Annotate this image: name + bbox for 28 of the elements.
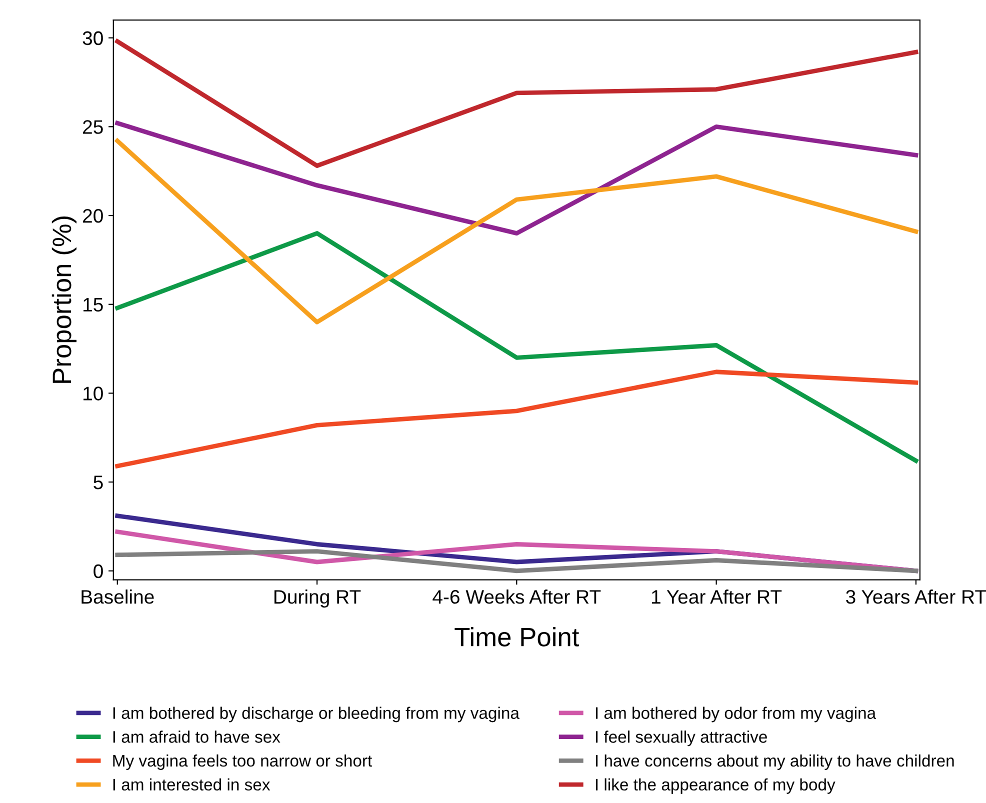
line-series: [115, 138, 918, 324]
legend-label: I have concerns about my ability to have children: [596, 754, 954, 770]
x-tick-label: During RT: [274, 589, 361, 608]
y-tick-label: 5: [94, 476, 103, 490]
legend-label: I am interested in sex: [113, 778, 270, 791]
line-series: [115, 120, 918, 236]
line-series: [115, 39, 918, 168]
line-series: [115, 231, 918, 463]
y-tick-label: 30: [82, 31, 103, 46]
y-tick-label: 20: [83, 208, 103, 223]
legend-label: I am bothered by discharge or bleeding from my vagina: [113, 706, 520, 722]
legend-label: I am bothered by odor from my vagina: [596, 706, 876, 722]
y-tick-label: 25: [83, 120, 103, 134]
y-tick-label: 10: [84, 386, 103, 400]
legend-label: I am afraid to have sex: [113, 730, 280, 743]
legend-label: I feel sexually attractive: [596, 730, 767, 746]
line-series: [115, 370, 918, 468]
y-tick-label: 0: [94, 564, 103, 578]
x-tick-label: 3 Years After RT: [846, 590, 986, 604]
x-tick-label: Baseline: [82, 589, 154, 604]
legend-label: I like the appearance of my body: [596, 778, 836, 794]
y-tick-label: 15: [84, 298, 103, 312]
legend-label: My vagina feels too narrow or short: [113, 754, 372, 770]
x-axis-title: Time Point: [454, 627, 580, 646]
x-tick-label: 4-6 Weeks After RT: [432, 589, 601, 604]
line-series: [115, 549, 918, 574]
y-axis-title: Proportion (%): [52, 216, 76, 383]
x-tick-label: 1 Year After RT: [652, 590, 782, 604]
